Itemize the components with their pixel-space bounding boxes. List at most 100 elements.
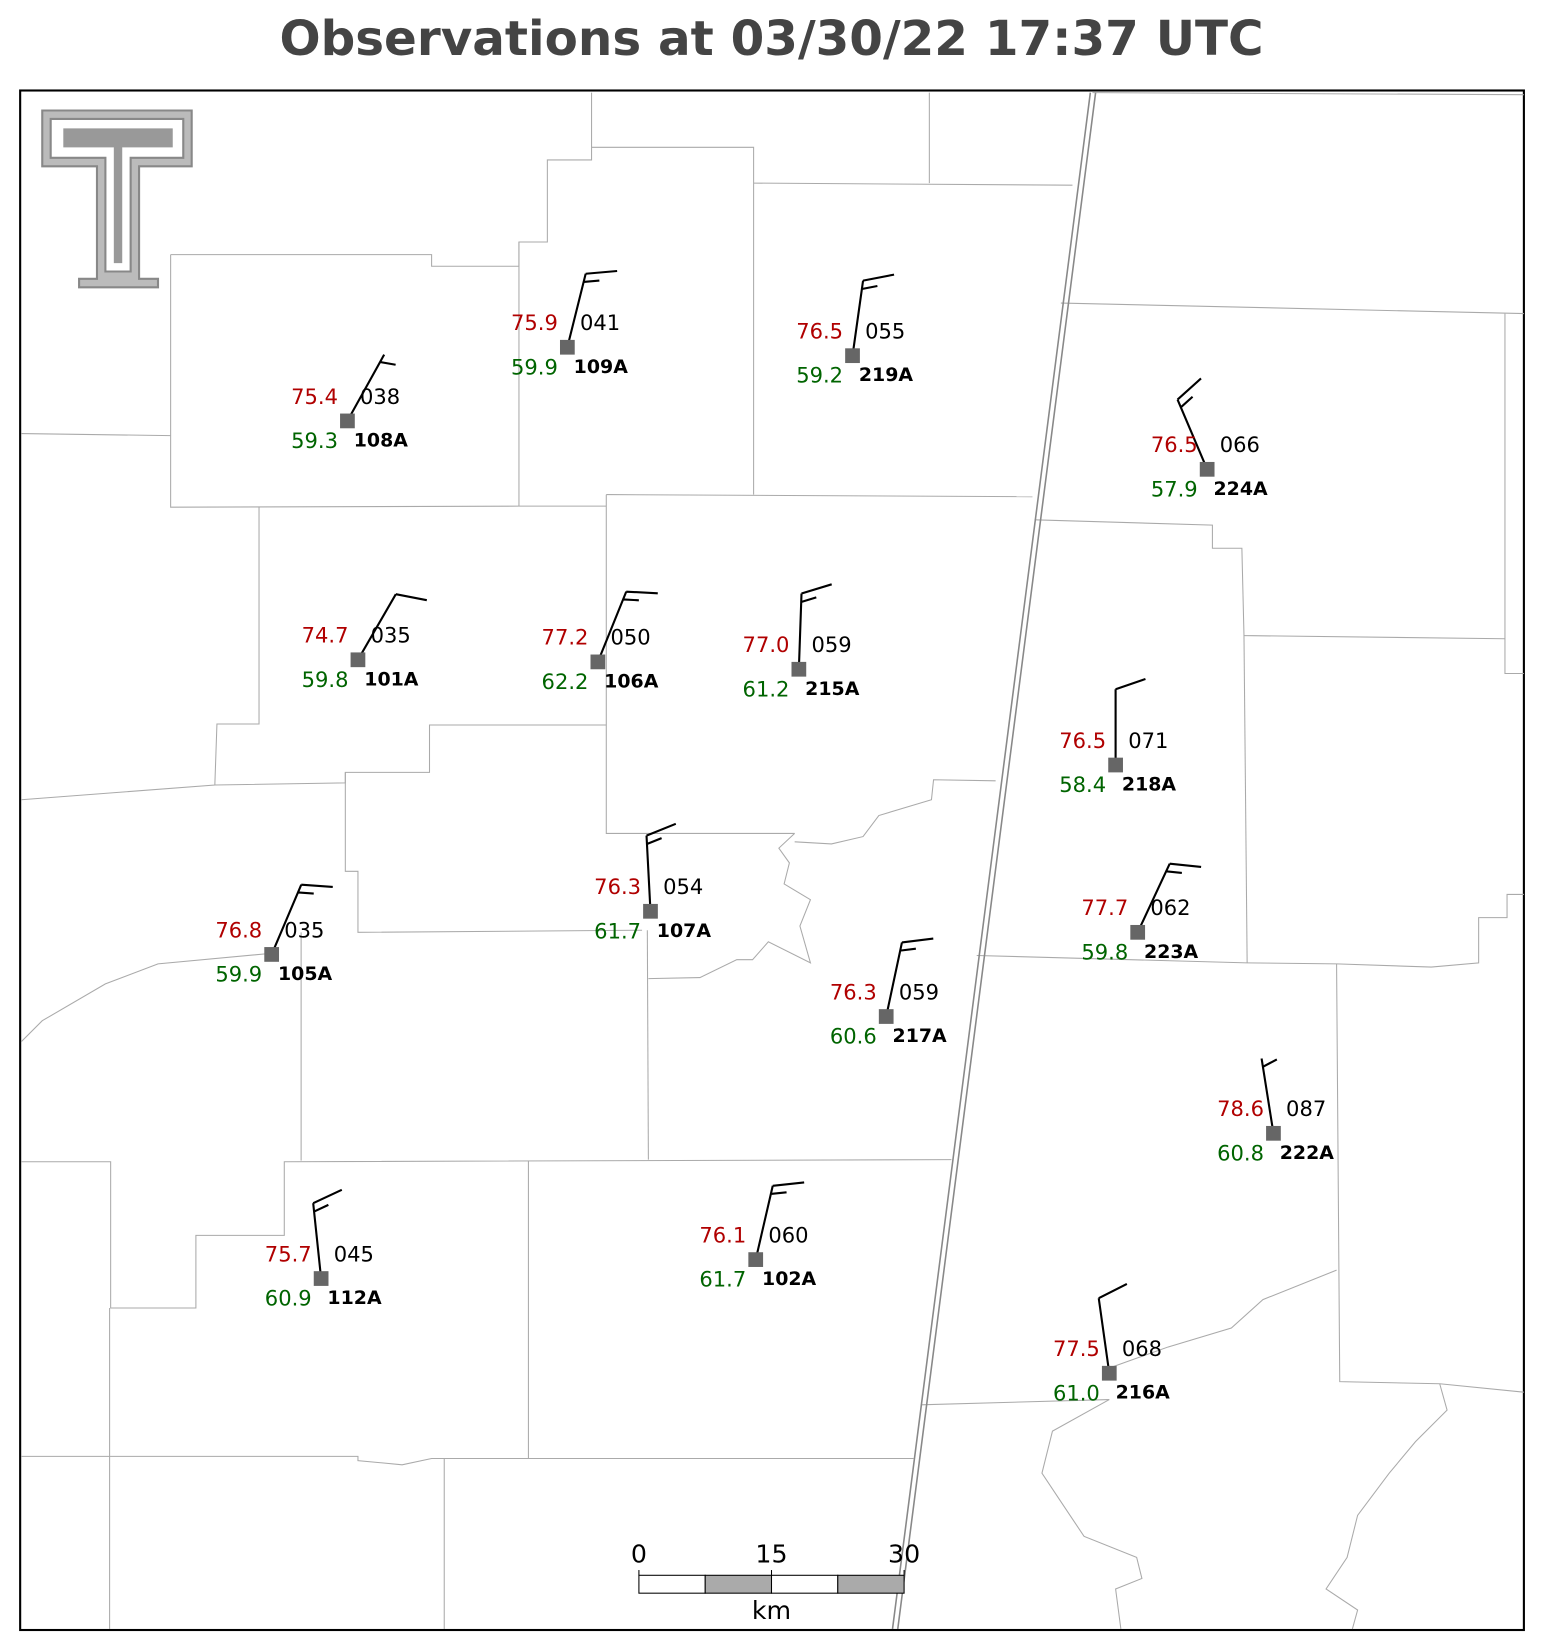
pressure: 060 xyxy=(768,1222,808,1247)
station-id: 222A xyxy=(1280,1142,1335,1164)
dewpoint: 58.4 xyxy=(1059,772,1106,797)
wind-barb xyxy=(1114,677,1146,766)
dewpoint: 59.2 xyxy=(796,363,843,388)
station-marker xyxy=(313,1271,329,1286)
station-marker xyxy=(590,654,606,670)
station-id: 112A xyxy=(327,1287,382,1309)
wind-barb xyxy=(885,937,934,1017)
station-id: 102A xyxy=(762,1268,817,1290)
temperature: 76.3 xyxy=(830,979,877,1004)
dewpoint: 60.9 xyxy=(265,1286,312,1311)
temperature: 76.8 xyxy=(215,917,262,942)
pressure: 035 xyxy=(284,917,324,942)
station-id: 108A xyxy=(354,429,409,451)
county-lines xyxy=(20,92,1524,1630)
scale-tick-label: 30 xyxy=(888,1539,920,1568)
temperature: 76.5 xyxy=(1059,728,1106,753)
station-id: 217A xyxy=(893,1025,948,1047)
stations: 75.4 59.3 038 108A 75.9 59.9 041 109A 76.5 59.2 05… xyxy=(215,269,1335,1405)
station-marker xyxy=(748,1252,764,1267)
wind-barb xyxy=(566,269,618,348)
station-marker xyxy=(340,413,355,429)
pressure: 071 xyxy=(1128,728,1168,753)
wind-barb xyxy=(1097,1282,1128,1374)
station-marker xyxy=(1266,1125,1281,1141)
station-marker xyxy=(1108,757,1123,773)
title: Observations at 03/30/22 17:37 UTC xyxy=(279,11,1263,67)
temperature: 76.5 xyxy=(1151,432,1198,457)
dewpoint: 57.9 xyxy=(1151,476,1198,501)
station-id: 218A xyxy=(1122,774,1177,796)
wind-barb xyxy=(270,883,333,955)
temperature: 76.3 xyxy=(594,874,641,899)
dewpoint: 59.3 xyxy=(291,428,338,453)
station-marker xyxy=(791,661,807,677)
pressure: 035 xyxy=(371,623,411,648)
station-id: 223A xyxy=(1144,941,1199,963)
temperature: 77.5 xyxy=(1053,1336,1100,1361)
pressure: 054 xyxy=(663,874,703,899)
dewpoint: 61.7 xyxy=(594,918,641,943)
map-frame xyxy=(19,89,1525,1632)
station-id: 219A xyxy=(859,364,914,386)
temperature: 75.9 xyxy=(511,310,558,335)
temperature: 75.7 xyxy=(265,1241,312,1266)
scale-bar: km 0 15 30 xyxy=(631,1539,920,1625)
temperature: 77.0 xyxy=(743,632,790,657)
wind-barb xyxy=(596,590,658,663)
temperature: 77.2 xyxy=(542,625,589,650)
station-id: 109A xyxy=(574,356,629,378)
dewpoint: 61.0 xyxy=(1053,1380,1100,1405)
wind-barb xyxy=(312,1188,343,1279)
pressure: 045 xyxy=(334,1241,374,1266)
scale-unit: km xyxy=(752,1596,791,1625)
scale-tick-label: 0 xyxy=(631,1539,647,1568)
station-id: 105A xyxy=(278,963,333,985)
station-id: 101A xyxy=(364,668,419,690)
station-marker xyxy=(1130,924,1146,940)
station-id: 224A xyxy=(1213,478,1268,500)
station-id: 107A xyxy=(657,920,712,942)
wind-barb xyxy=(1176,377,1209,470)
wind-barb xyxy=(754,1181,805,1260)
temperature: 77.7 xyxy=(1081,895,1128,920)
pressure: 059 xyxy=(811,632,851,657)
wind-barb xyxy=(1136,862,1202,933)
logo xyxy=(41,109,193,289)
station-marker xyxy=(845,348,860,364)
station-marker xyxy=(350,652,366,668)
pressure: 050 xyxy=(610,625,650,650)
dewpoint: 60.8 xyxy=(1217,1140,1264,1165)
station-id: 215A xyxy=(805,678,860,700)
pressure: 038 xyxy=(360,384,400,409)
wind-barb xyxy=(645,822,677,912)
pressure: 066 xyxy=(1220,432,1260,457)
pressure: 055 xyxy=(865,319,905,344)
pressure: 059 xyxy=(899,979,939,1004)
station-id: 216A xyxy=(1116,1382,1171,1404)
station-marker xyxy=(878,1009,894,1024)
wind-barb xyxy=(797,583,833,670)
station-marker xyxy=(643,903,658,919)
scale-tick-label: 15 xyxy=(755,1539,787,1568)
pressure: 062 xyxy=(1150,895,1190,920)
temperature: 78.6 xyxy=(1217,1096,1264,1121)
temperature: 76.1 xyxy=(699,1222,746,1247)
pressure: 041 xyxy=(580,310,620,335)
temperature: 76.5 xyxy=(796,319,843,344)
dewpoint: 59.9 xyxy=(511,354,558,379)
station-id: 106A xyxy=(604,670,659,692)
station-marker xyxy=(559,339,575,355)
pressure: 068 xyxy=(1122,1336,1162,1361)
station-marker xyxy=(1199,461,1215,477)
dewpoint: 62.2 xyxy=(542,669,589,694)
dewpoint: 60.6 xyxy=(830,1024,877,1049)
wind-barb xyxy=(346,354,396,422)
dewpoint: 59.8 xyxy=(302,667,349,692)
wind-barb xyxy=(1260,1058,1278,1134)
dewpoint: 59.9 xyxy=(215,961,262,986)
pressure: 087 xyxy=(1286,1096,1326,1121)
dewpoint: 59.8 xyxy=(1081,939,1128,964)
